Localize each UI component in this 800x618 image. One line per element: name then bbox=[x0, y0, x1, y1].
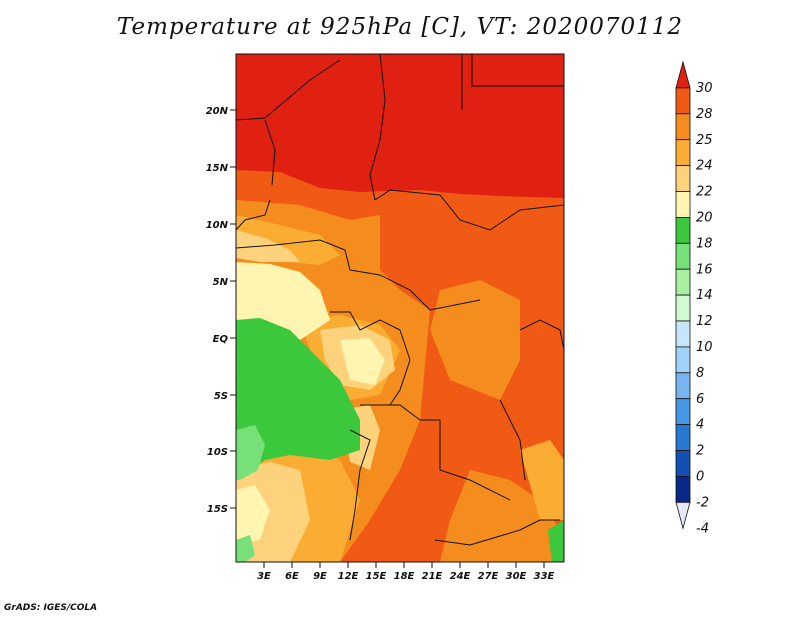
lat-label-10n: 10N bbox=[206, 220, 229, 231]
colorbar-label: 22 bbox=[696, 185, 713, 200]
map-frame bbox=[235, 53, 565, 563]
colorbar-segment bbox=[675, 113, 691, 141]
colorbar-segment bbox=[675, 320, 691, 348]
colorbar-segment bbox=[675, 139, 691, 166]
credit-text: GrADS: IGES/COLA bbox=[4, 603, 98, 613]
lat-axis bbox=[230, 109, 236, 509]
colorbar-label: 30 bbox=[696, 81, 713, 96]
lon-label-21e: 21E bbox=[422, 571, 443, 582]
colorbar-segment bbox=[675, 424, 691, 451]
lon-axis bbox=[263, 562, 545, 568]
colorbar-label: 12 bbox=[696, 314, 713, 329]
colorbar-label: 6 bbox=[696, 392, 704, 407]
colorbar-segment bbox=[675, 501, 691, 530]
lat-label-eq: EQ bbox=[213, 334, 229, 345]
colorbar-label: 4 bbox=[696, 418, 704, 433]
colorbar-label: -4 bbox=[696, 521, 709, 536]
colorbar-label: 24 bbox=[696, 159, 713, 174]
colorbar-label: 0 bbox=[696, 470, 704, 485]
colorbar-label: 18 bbox=[696, 236, 713, 251]
lat-label-5s: 5S bbox=[214, 391, 228, 402]
lon-label-33e: 33E bbox=[534, 571, 555, 582]
colorbar-segment bbox=[675, 475, 691, 503]
colorbar-segment bbox=[675, 398, 691, 426]
lon-label-27e: 27E bbox=[478, 571, 499, 582]
colorbar-segment bbox=[675, 60, 691, 89]
colorbar-label: 28 bbox=[696, 107, 713, 122]
colorbar-label: 10 bbox=[696, 340, 713, 355]
lon-label-12e: 12E bbox=[338, 571, 359, 582]
lat-label-15s: 15S bbox=[207, 504, 228, 515]
lat-label-15n: 15N bbox=[206, 163, 229, 174]
colorbar-segment bbox=[675, 216, 691, 244]
colorbar-segment bbox=[675, 191, 691, 218]
lon-label-3e: 3E bbox=[257, 571, 271, 582]
colorbar-segment bbox=[675, 242, 691, 270]
colorbar-label: 20 bbox=[696, 211, 713, 226]
colorbar-label: 16 bbox=[696, 262, 713, 277]
temperature-field bbox=[236, 54, 564, 562]
page-title: Temperature at 925hPa [C], VT: 202007011… bbox=[116, 14, 684, 40]
lat-label-10s: 10S bbox=[207, 447, 228, 458]
colorbar-segment bbox=[675, 450, 691, 477]
lon-label-9e: 9E bbox=[313, 571, 327, 582]
lat-label-5n: 5N bbox=[213, 277, 229, 288]
colorbar-segment bbox=[675, 294, 691, 322]
lon-label-18e: 18E bbox=[394, 571, 415, 582]
lat-label-20n: 20N bbox=[206, 106, 229, 117]
colorbar-segment bbox=[675, 268, 691, 296]
lon-label-6e: 6E bbox=[285, 571, 299, 582]
colorbar-segment bbox=[675, 346, 691, 374]
colorbar-label: 25 bbox=[696, 133, 713, 148]
lon-label-15e: 15E bbox=[366, 571, 387, 582]
colorbar-label: 2 bbox=[696, 444, 704, 459]
lon-label-30e: 30E bbox=[506, 571, 527, 582]
colorbar-label: -2 bbox=[696, 495, 709, 510]
country-borders bbox=[236, 54, 564, 546]
colorbar-segment bbox=[675, 165, 691, 192]
colorbar-label: 8 bbox=[696, 366, 704, 381]
colorbar-label: 14 bbox=[696, 288, 713, 303]
colorbar-segment bbox=[675, 87, 691, 115]
colorbar-segment bbox=[675, 372, 691, 400]
lon-label-24e: 24E bbox=[450, 571, 471, 582]
